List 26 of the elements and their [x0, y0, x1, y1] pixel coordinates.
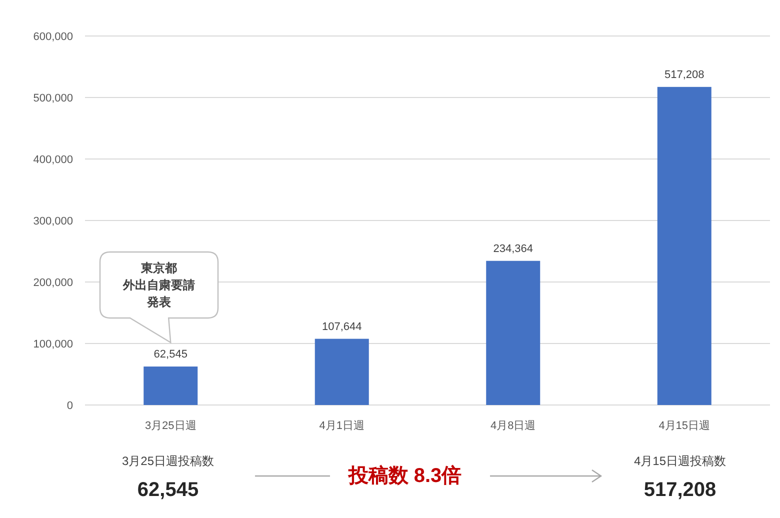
- y-tick-label: 0: [66, 400, 73, 412]
- data-label: 234,364: [493, 242, 534, 255]
- text: 4月15日週投稿数: [634, 454, 726, 468]
- bar: [144, 366, 198, 405]
- y-tick-label: 600,000: [33, 31, 73, 43]
- x-tick-label: 4月8日週: [490, 420, 536, 432]
- x-tick-label: 4月1日週: [319, 420, 364, 432]
- y-tick-label: 500,000: [33, 92, 73, 104]
- y-tick-label: 200,000: [33, 277, 73, 289]
- bar: [486, 260, 540, 405]
- y-tick-label: 400,000: [33, 154, 73, 166]
- y-tick-label: 100,000: [33, 338, 73, 350]
- x-tick-label: 3月25日週: [144, 420, 196, 432]
- bar: [657, 86, 712, 405]
- text: 投稿数 8.3倍: [347, 464, 462, 487]
- text: 3月25日週投稿数: [122, 454, 214, 468]
- data-label: 107,644: [322, 320, 362, 333]
- x-tick-label: 4月15日週: [658, 420, 710, 432]
- data-label: 62,545: [154, 348, 188, 361]
- y-tick-label: 300,000: [33, 216, 73, 228]
- text: 517,208: [644, 479, 716, 501]
- callout: 東京都外出自粛要請発表: [99, 251, 219, 344]
- data-label: 517,208: [664, 68, 704, 81]
- text: 62,545: [137, 479, 199, 501]
- bar: [314, 338, 369, 405]
- annotation: 東京都外出自粛要請発表: [122, 261, 195, 309]
